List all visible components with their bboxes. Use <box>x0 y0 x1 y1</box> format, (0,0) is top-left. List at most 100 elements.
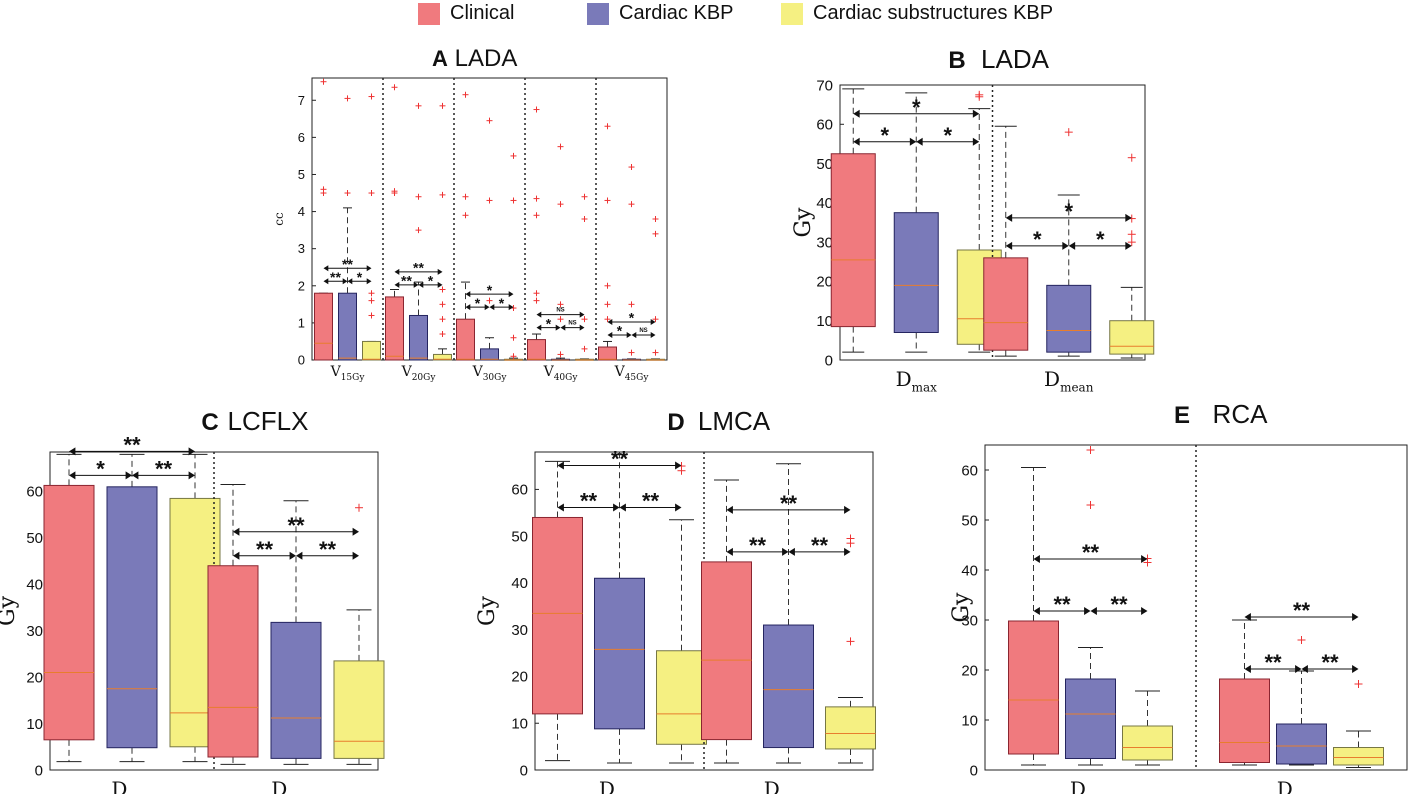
significance-bracket: ** <box>323 256 372 272</box>
group-v-30gy: V30Gy * * * <box>453 78 523 383</box>
significance-bracket: ** <box>233 537 296 562</box>
arrow-right <box>844 547 851 556</box>
outlier-marker <box>846 637 855 646</box>
iqr-box <box>1065 678 1116 759</box>
arrow-left <box>916 137 923 146</box>
iqr-box <box>763 624 814 749</box>
iqr-box <box>1333 747 1384 766</box>
arrow-left <box>296 551 303 560</box>
arrow-right <box>579 311 585 318</box>
outlier-marker <box>439 331 446 338</box>
significance-bracket: ** <box>1244 598 1359 623</box>
iqr-box <box>362 340 381 361</box>
significance-bracket: * <box>1005 199 1132 224</box>
arrow-left <box>69 447 76 456</box>
y-tick-label: 60 <box>26 484 43 501</box>
group-v-40gy: V40Gy * NS NS <box>524 78 594 383</box>
arrow-right <box>125 471 132 480</box>
box-clinical <box>43 453 95 763</box>
iqr-box <box>594 577 645 730</box>
y-axis-label: Gy <box>791 207 816 238</box>
outlier-marker <box>557 301 564 308</box>
box-clinical <box>1008 467 1059 766</box>
outlier-marker <box>628 349 635 356</box>
box-clinical <box>207 483 259 765</box>
y-tick-label: 70 <box>816 77 833 94</box>
iqr-box <box>598 346 617 361</box>
y-tick-label: 50 <box>961 512 978 529</box>
arrow-left <box>607 319 613 326</box>
outlier-marker <box>1086 446 1095 454</box>
outlier-marker <box>439 102 446 109</box>
y-tick-label: 60 <box>816 117 833 134</box>
outlier-marker <box>557 143 564 150</box>
x-tick-label: Dmax <box>1070 777 1112 794</box>
panel-letter: E <box>1174 402 1190 429</box>
outlier-marker <box>510 353 517 360</box>
significance-label: ** <box>1053 592 1071 617</box>
significance-label: * <box>880 123 889 148</box>
significance-label: ** <box>1293 598 1311 623</box>
significance-label: * <box>912 95 921 120</box>
arrow-right <box>342 278 348 285</box>
iqr-box <box>270 621 322 759</box>
significance-label: * <box>617 323 623 339</box>
significance-label: ** <box>413 260 424 276</box>
outlier-marker <box>486 197 493 204</box>
outlier-marker <box>1127 153 1136 162</box>
significance-label: * <box>487 282 493 298</box>
box-substructures-kbp <box>656 462 707 764</box>
arrow-right <box>972 137 980 146</box>
x-tick-label: V40Gy <box>543 364 579 383</box>
box-clinical <box>701 479 752 764</box>
significance-bracket: ** <box>1033 592 1091 617</box>
box-cardiac-kbp <box>622 164 641 361</box>
arrow-left <box>788 547 795 556</box>
arrow-left <box>394 281 400 288</box>
y-tick-label: 0 <box>970 762 978 779</box>
box-substructures-kbp <box>504 152 523 361</box>
arrow-right <box>626 332 632 339</box>
box-substructures-kbp <box>1122 554 1173 766</box>
significance-bracket: ** <box>1244 650 1302 675</box>
significance-label: * <box>499 295 505 311</box>
significance-label: ** <box>342 256 353 272</box>
arrow-left <box>1244 613 1251 621</box>
outlier-marker <box>652 349 659 356</box>
group-d-mean: Dmean ** ** ** <box>1195 445 1384 794</box>
group-d-mean: Dmean * * * <box>983 85 1155 394</box>
arrow-right <box>1084 607 1091 615</box>
y-tick-label: 20 <box>511 669 528 686</box>
box-clinical <box>1219 619 1270 766</box>
arrow-left <box>1301 665 1308 673</box>
significance-label: ** <box>1264 650 1282 675</box>
box-clinical <box>983 125 1029 357</box>
iqr-box <box>1122 725 1173 761</box>
y-tick-label: 10 <box>816 313 833 330</box>
group-v-15gy: V15Gy** *** <box>314 78 381 383</box>
arrow-left <box>465 291 471 298</box>
outlier-marker <box>355 503 363 512</box>
iqr-box <box>333 660 385 759</box>
arrow-right <box>1295 665 1302 673</box>
significance-label: * <box>629 310 635 326</box>
significance-label: * <box>428 273 434 289</box>
significance-bracket: * <box>347 269 372 285</box>
outlier-marker <box>368 297 375 304</box>
panel-title: LADA <box>981 44 1050 74</box>
significance-bracket: ** <box>132 457 195 482</box>
arrow-right <box>1141 607 1148 615</box>
significance-bracket: * <box>853 95 980 120</box>
significance-label: * <box>546 315 552 331</box>
significance-label: ** <box>1321 650 1339 675</box>
significance-label: ** <box>811 533 829 558</box>
arrow-right <box>352 527 359 536</box>
figure-legend: Clinical Cardiac KBP Cardiac substructur… <box>0 0 1417 30</box>
outlier-marker <box>557 316 564 323</box>
significance-bracket: * <box>853 123 917 148</box>
arrow-left <box>465 304 471 311</box>
outlier-marker <box>368 190 375 197</box>
significance-label: NS <box>568 321 576 327</box>
outlier-marker <box>604 282 611 289</box>
box-cardiac-kbp <box>1046 128 1092 357</box>
